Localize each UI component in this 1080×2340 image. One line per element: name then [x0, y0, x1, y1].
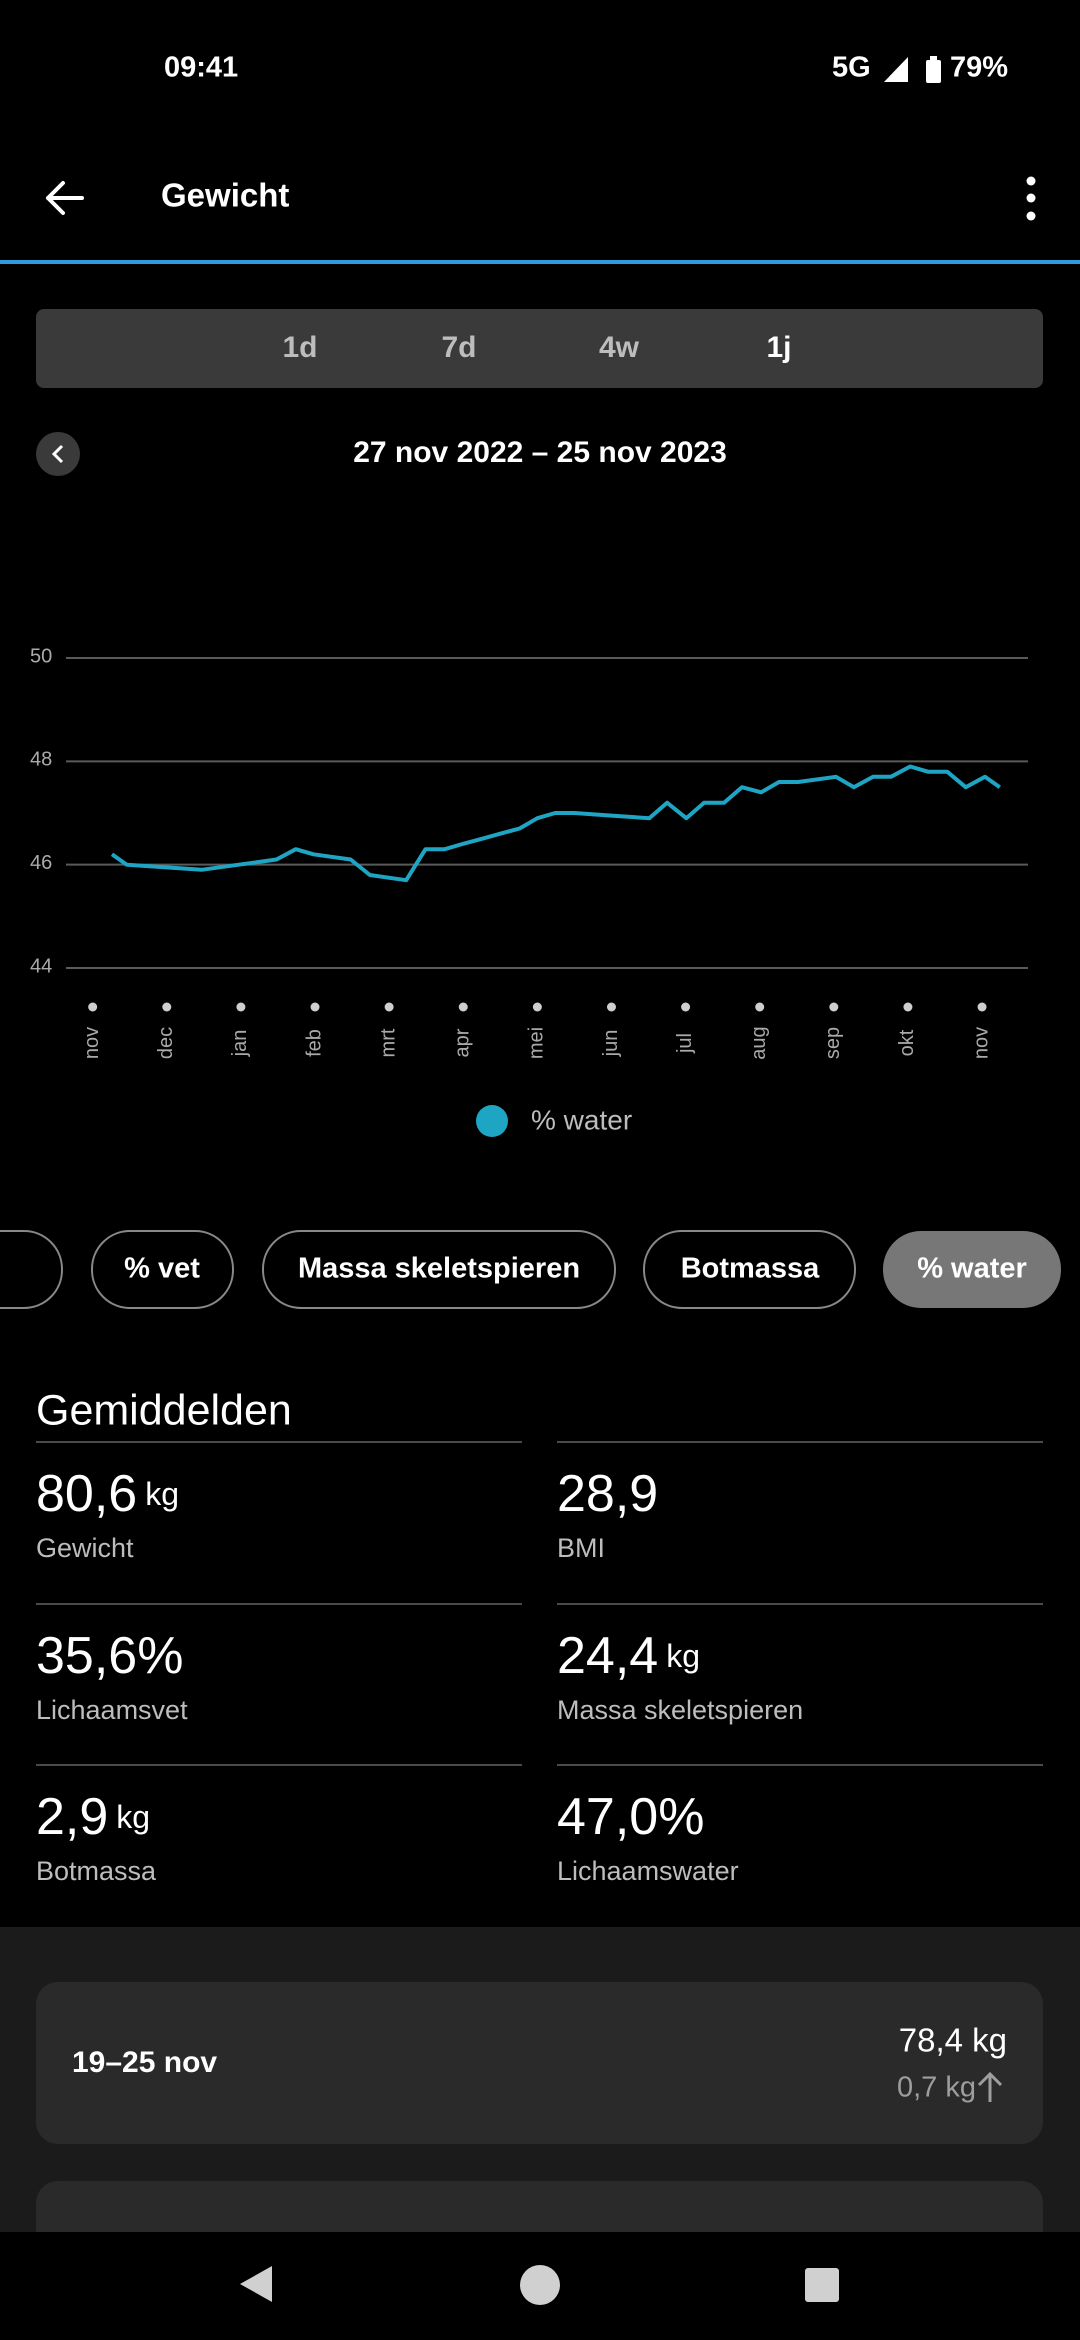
average-label: Botmassa: [36, 1856, 157, 1886]
x-tick-label: jun: [600, 1030, 622, 1058]
chip-label[interactable]: Botmassa: [681, 1253, 820, 1285]
average-value: 35,6%: [36, 1627, 183, 1685]
averages: 80,6 kgGewicht28,9BMI35,6%Lichaamsvet24,4…: [36, 1441, 1043, 1886]
chart: 44 46 48 50 nov dec jan feb mrt apr mei jun jul aug se…: [30, 645, 1028, 1137]
x-tick-dot: [606, 1002, 616, 1012]
chip[interactable]: [262, 1230, 616, 1309]
chip[interactable]: [91, 1230, 234, 1309]
signal-icon: [884, 57, 908, 82]
battery-icon: [926, 60, 941, 83]
x-tick-dot: [829, 1002, 839, 1012]
chip-label[interactable]: % water: [917, 1253, 1027, 1285]
page-title: Gewicht: [161, 177, 289, 214]
chip-partial[interactable]: [0, 1230, 63, 1309]
x-tick-dot: [681, 1002, 691, 1012]
chip-label[interactable]: Massa skeletspieren: [298, 1253, 580, 1285]
y-tick-label: 44: [30, 955, 52, 977]
average-value: 80,6 kg: [36, 1465, 179, 1523]
week-weight: 78,4 kg: [899, 2022, 1007, 2059]
x-tick-label: okt: [896, 1029, 918, 1056]
x-tick-label: sep: [822, 1027, 844, 1059]
x-tick-dot: [310, 1002, 320, 1012]
average-label: Massa skeletspieren: [557, 1695, 803, 1725]
section-title: Gemiddelden: [36, 1386, 292, 1434]
unit: kg: [145, 1476, 179, 1512]
status-battery: 79%: [950, 52, 1008, 84]
status-network: 5G: [832, 52, 871, 84]
x-tick-dot: [977, 1002, 987, 1012]
nav-home[interactable]: [520, 2265, 560, 2305]
battery-tip: [930, 56, 937, 61]
x-tick-dot: [162, 1002, 172, 1012]
x-tick-dot: [384, 1002, 394, 1012]
average-value: 24,4 kg: [557, 1627, 700, 1685]
average-label: Gewicht: [36, 1533, 134, 1563]
x-tick-dot: [236, 1002, 246, 1012]
x-tick-label: aug: [748, 1026, 770, 1059]
back-button[interactable]: [46, 181, 84, 215]
status-time: 09:41: [164, 52, 238, 84]
average-value: 28,9: [557, 1465, 658, 1523]
header-divider: [0, 260, 1080, 264]
tab-active[interactable]: 1j: [766, 331, 791, 364]
x-tick-label: mei: [526, 1027, 548, 1059]
tab[interactable]: 1d: [282, 331, 317, 364]
y-tick-label: 48: [30, 749, 52, 771]
x-tick-dot: [458, 1002, 468, 1012]
x-tick-label: dec: [155, 1027, 177, 1059]
x-tick-dot: [88, 1002, 98, 1012]
average-label: BMI: [557, 1533, 605, 1563]
value: 2,9: [36, 1788, 108, 1846]
menu-button[interactable]: [1026, 176, 1036, 221]
value: 24,4: [557, 1627, 658, 1685]
x-tick-label: apr: [452, 1028, 474, 1057]
x-tick-label: nov: [970, 1027, 992, 1059]
average-value: 2,9 kg: [36, 1788, 150, 1846]
unit: kg: [116, 1799, 150, 1835]
value: 47,0%: [557, 1788, 704, 1846]
x-tick-dot: [903, 1002, 913, 1012]
y-tick-label: 46: [30, 852, 52, 874]
nav-recents[interactable]: [805, 2268, 839, 2302]
week-change: 0,7 kg: [897, 2072, 976, 2104]
data-line: [110, 764, 1001, 883]
average-label: Lichaamswater: [557, 1856, 739, 1886]
date-range: 27 nov 2022 – 25 nov 2023: [353, 436, 727, 469]
chip[interactable]: [643, 1230, 856, 1309]
tab[interactable]: 7d: [441, 331, 476, 364]
value: 80,6: [36, 1465, 137, 1523]
tab-bar: [36, 309, 1043, 388]
unit: kg: [666, 1638, 700, 1674]
value: 35,6%: [36, 1627, 183, 1685]
x-tick-label: mrt: [377, 1028, 399, 1057]
x-tick-label: nov: [81, 1027, 103, 1059]
x-tick-dot: [755, 1002, 765, 1012]
x-tick-dot: [532, 1002, 542, 1012]
legend-label: % water: [531, 1104, 632, 1135]
y-tick-label: 50: [30, 645, 52, 667]
average-label: Lichaamsvet: [36, 1695, 188, 1725]
tab[interactable]: 4w: [599, 331, 640, 364]
previous-period-button[interactable]: [36, 432, 80, 476]
legend-marker: [476, 1105, 508, 1137]
x-tick-label: jul: [674, 1033, 696, 1054]
week-period: 19–25 nov: [72, 2046, 217, 2079]
nav-back[interactable]: [240, 2266, 272, 2302]
x-tick-label: feb: [303, 1029, 325, 1057]
average-value: 47,0%: [557, 1788, 704, 1846]
chip-active[interactable]: [883, 1231, 1061, 1308]
value: 28,9: [557, 1465, 658, 1523]
x-tick-label: jan: [229, 1030, 251, 1058]
change-arrow: [977, 2071, 1003, 2102]
week-card[interactable]: [36, 1982, 1043, 2144]
chip-label[interactable]: % vet: [124, 1253, 200, 1285]
